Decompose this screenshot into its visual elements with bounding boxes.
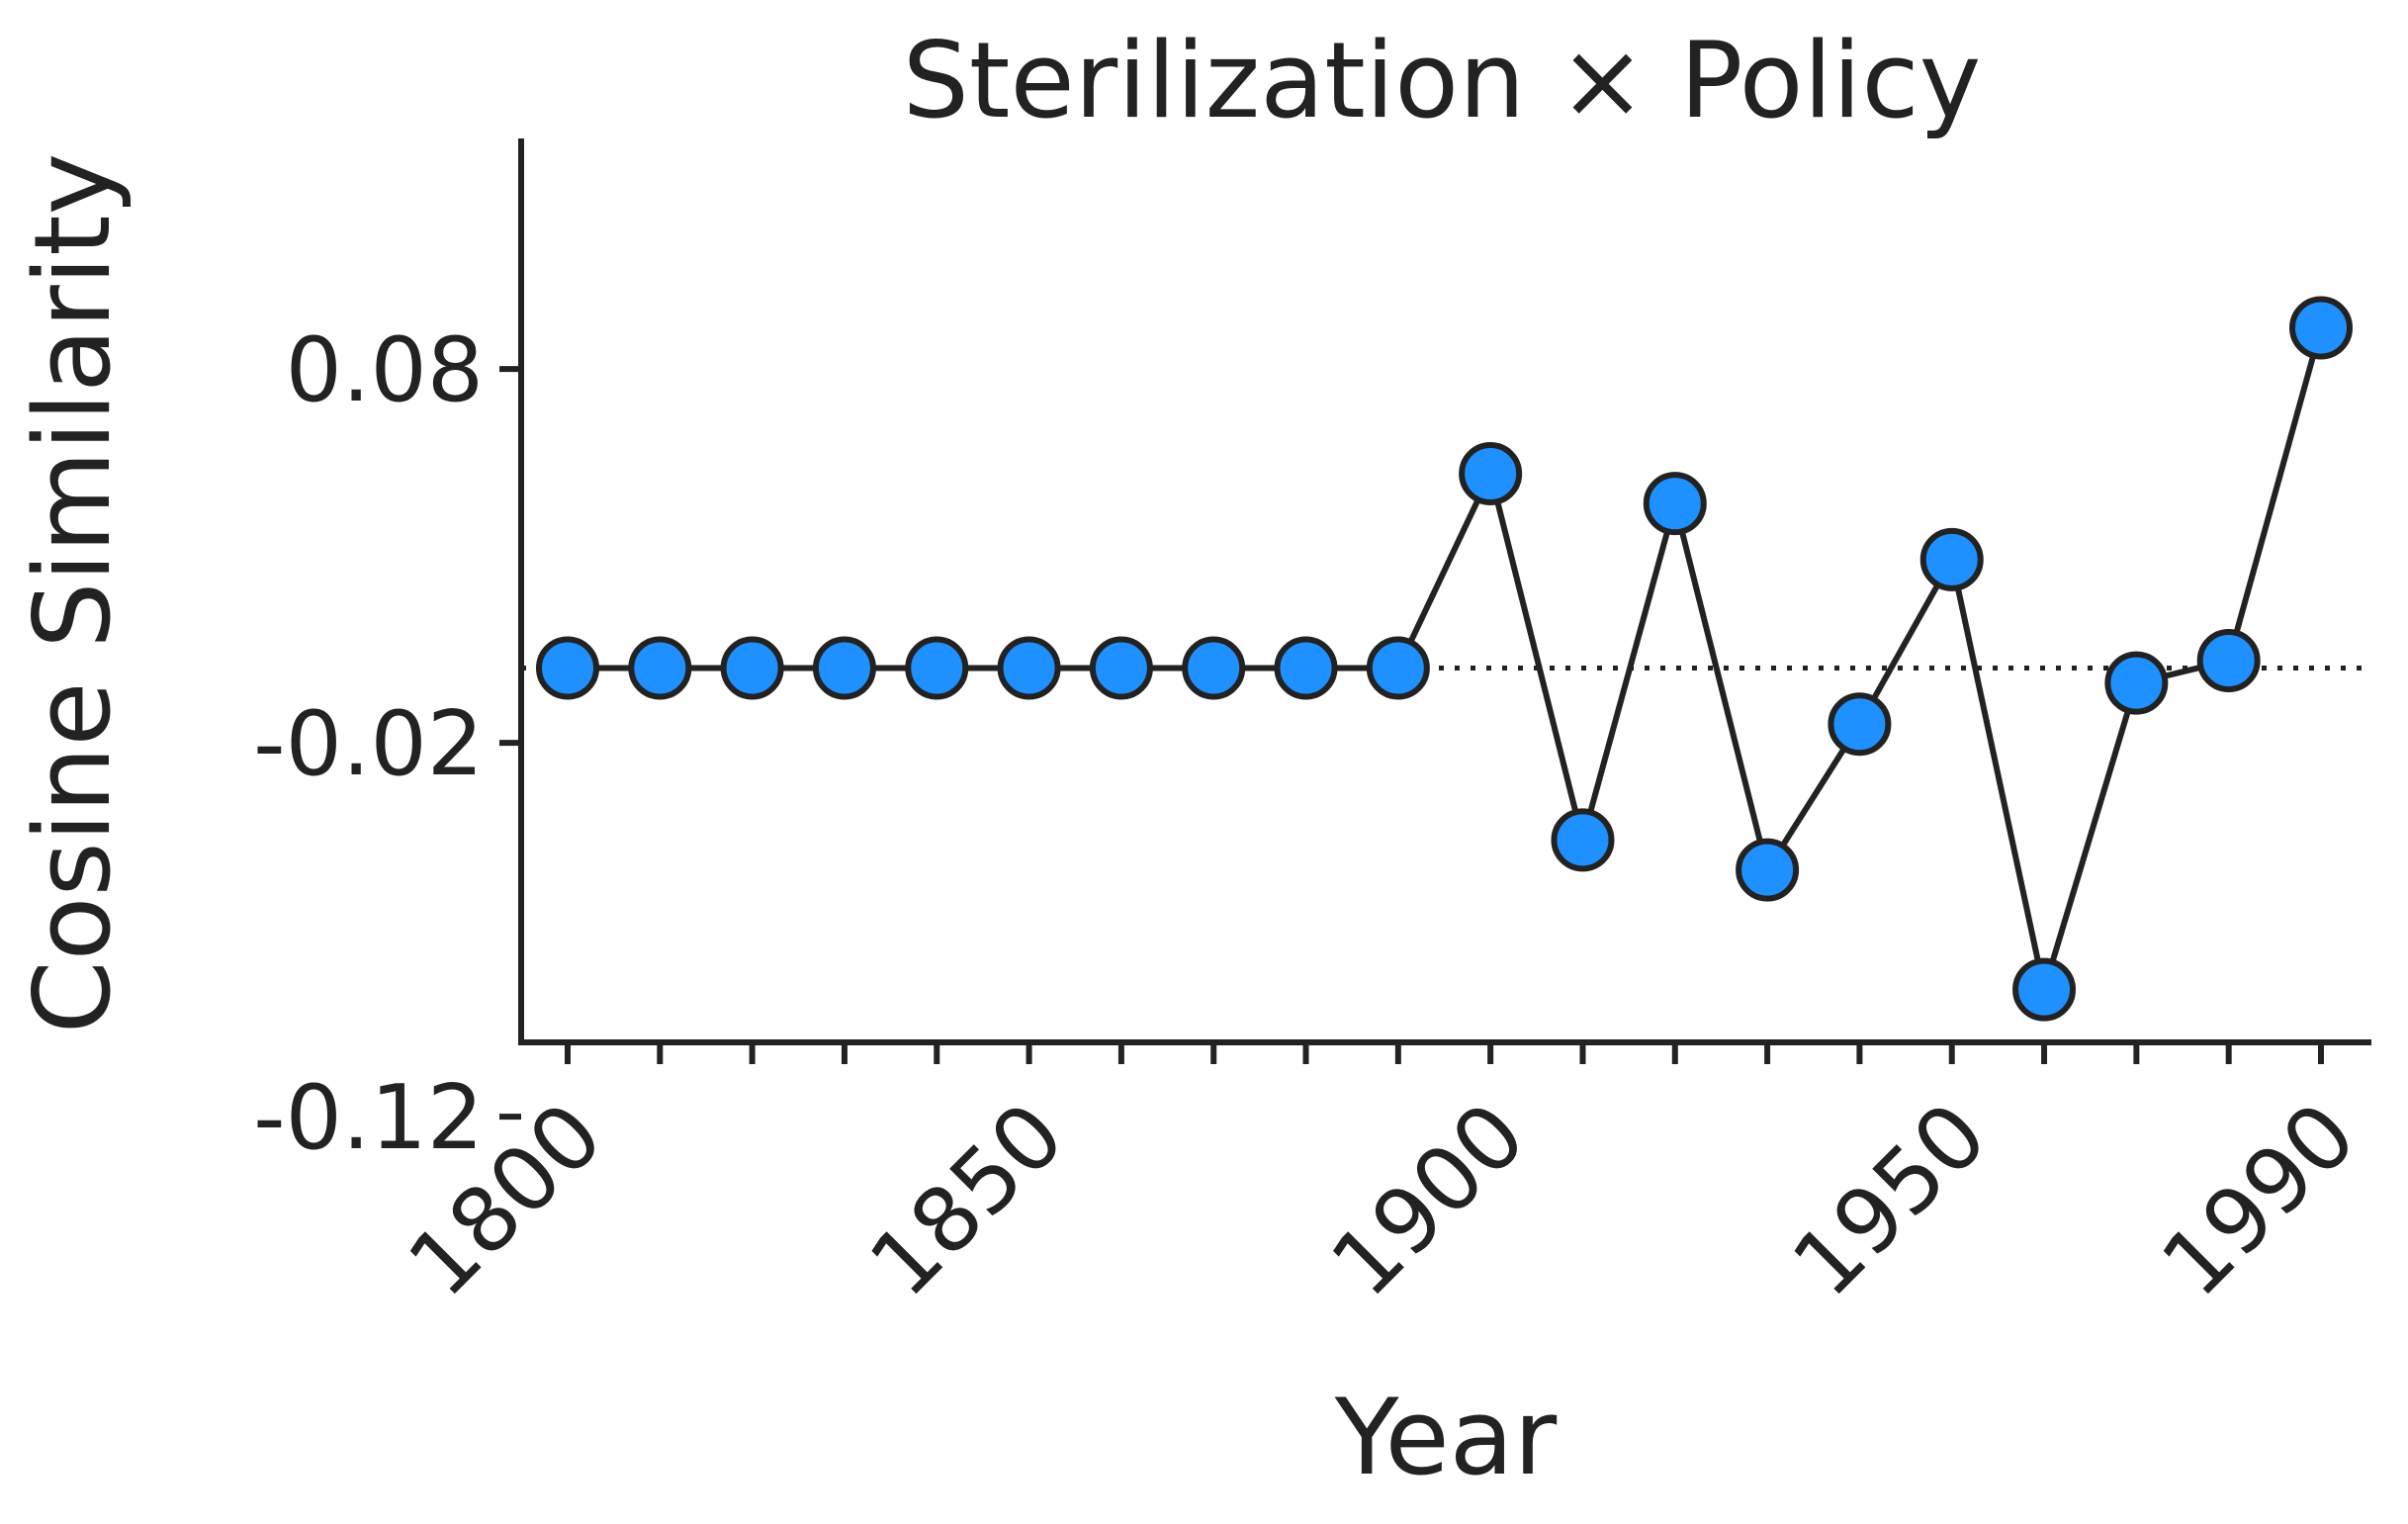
points-layer <box>536 296 2353 1022</box>
data-point <box>1551 808 1615 872</box>
data-point <box>812 636 876 700</box>
data-point <box>536 636 599 700</box>
data-point <box>905 636 969 700</box>
data-point <box>628 636 692 700</box>
y-tick-label: -0.12 <box>253 1066 484 1170</box>
y-tick-label: -0.02 <box>253 692 484 796</box>
y-axis-label: Cosine Similarity <box>12 153 134 1034</box>
data-point <box>2104 651 2169 715</box>
data-point <box>1366 636 1430 700</box>
y-tick-label: 0.08 <box>286 318 484 422</box>
data-point <box>720 636 784 700</box>
data-point <box>1274 636 1338 700</box>
data-point <box>1089 636 1153 700</box>
x-tick-label: 1900 <box>1312 1083 1546 1316</box>
data-point <box>1182 636 1246 700</box>
data-point <box>1919 527 1984 591</box>
x-tick-label: 1850 <box>850 1083 1084 1316</box>
data-point <box>1643 472 1707 536</box>
data-point <box>2012 957 2077 1022</box>
x-tick-label: 1950 <box>1773 1083 2007 1316</box>
data-point <box>1736 838 1800 902</box>
data-point <box>1459 441 1523 505</box>
data-point <box>2289 296 2353 360</box>
x-axis-label: Year <box>1334 1377 1558 1498</box>
data-point <box>997 636 1061 700</box>
data-point <box>1828 692 1892 757</box>
axes-layer <box>518 138 2371 1045</box>
chart-title: Sterilization × Policy <box>903 20 1982 141</box>
x-tick-label: 1990 <box>2142 1083 2375 1316</box>
data-point <box>2196 628 2261 692</box>
